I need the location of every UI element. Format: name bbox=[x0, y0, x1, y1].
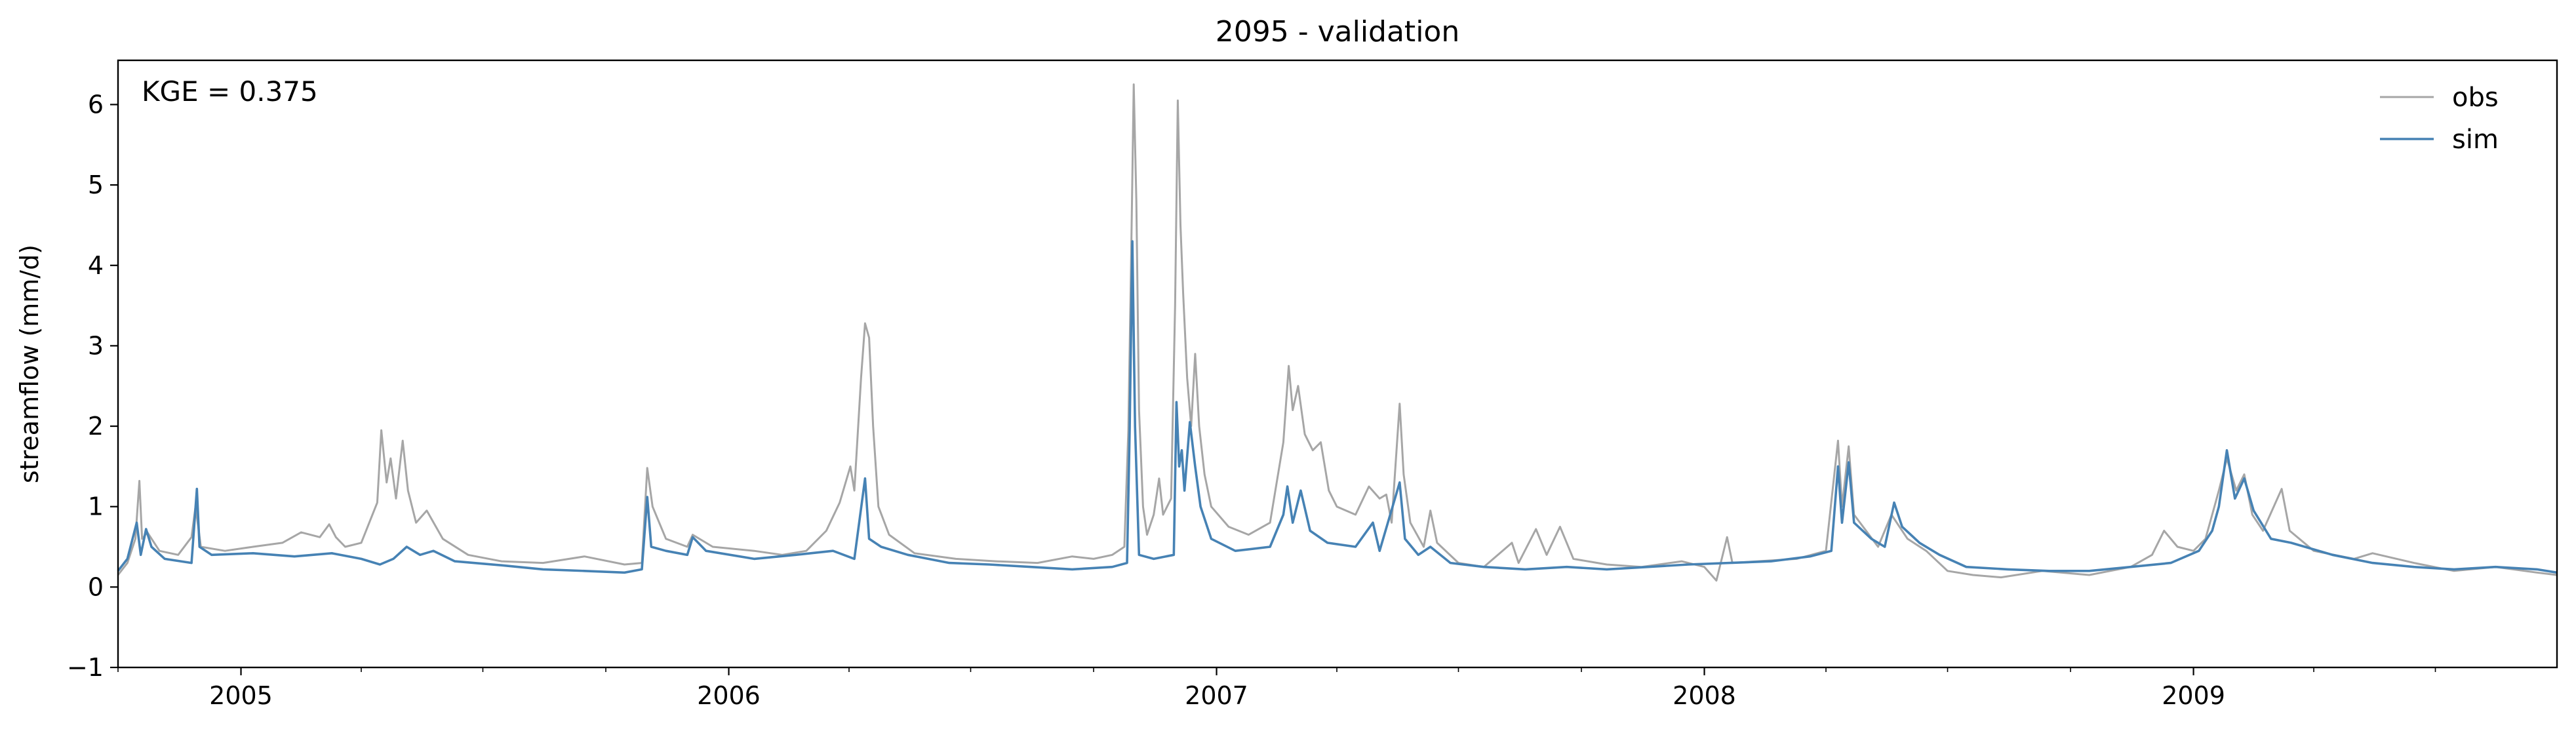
x-tick-label: 2005 bbox=[209, 681, 273, 710]
x-tick-label: 2009 bbox=[2162, 681, 2225, 710]
x-tick-label: 2007 bbox=[1185, 681, 1248, 710]
series-line-obs bbox=[117, 83, 2558, 582]
y-tick-label: 1 bbox=[88, 492, 104, 521]
x-tick-label: 2006 bbox=[697, 681, 761, 710]
y-tick-label: 3 bbox=[88, 331, 104, 360]
y-axis-label: streamflow (mm/d) bbox=[15, 245, 44, 483]
chart-title: 2095 - validation bbox=[1216, 15, 1459, 49]
x-tick-label: 2008 bbox=[1673, 681, 1736, 710]
plot-area-frame bbox=[117, 59, 2558, 669]
kge-annotation: KGE = 0.375 bbox=[142, 75, 318, 108]
y-tick-label: 0 bbox=[88, 572, 104, 601]
legend-label-obs: obs bbox=[2452, 83, 2499, 113]
y-tick-label: 2 bbox=[88, 412, 104, 441]
y-axis-ticks: −1 0 1 2 3 4 5 6 bbox=[67, 90, 118, 682]
y-tick-label: 6 bbox=[88, 90, 104, 119]
legend-label-sim: sim bbox=[2452, 125, 2499, 155]
legend: obs sim bbox=[2380, 83, 2499, 155]
y-tick-label: −1 bbox=[67, 653, 104, 682]
y-tick-label: 5 bbox=[88, 170, 104, 199]
y-tick-label: 4 bbox=[88, 251, 104, 280]
series-lines bbox=[117, 83, 2558, 582]
series-line-sim bbox=[117, 240, 2558, 574]
x-axis-ticks: 2005 2006 2007 2008 2009 bbox=[117, 667, 2436, 710]
